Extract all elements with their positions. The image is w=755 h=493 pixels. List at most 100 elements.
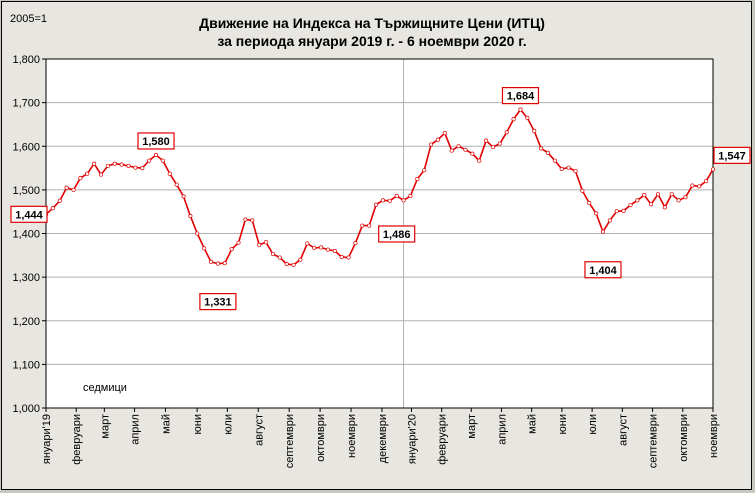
month-label: ноември [708, 414, 720, 458]
data-point [422, 168, 427, 173]
data-point [270, 251, 275, 257]
data-point [257, 242, 262, 247]
data-point [298, 257, 303, 262]
month-label: май [527, 414, 539, 434]
data-point [704, 179, 709, 184]
data-point [518, 107, 523, 112]
callout-label: 1,486 [383, 229, 411, 241]
data-point [600, 229, 606, 234]
month-label: ноември [346, 414, 358, 458]
data-point [504, 130, 509, 135]
data-point [525, 115, 530, 120]
base-label: 2005=1 [10, 13, 47, 25]
data-point [215, 261, 220, 266]
data-point [339, 255, 344, 260]
data-point [697, 184, 702, 189]
month-label: февруари [71, 414, 83, 465]
chart-title: Движение на Индекса на Тържищните Цени (… [199, 15, 545, 31]
chart-subtitle: за периода януари 2019 г. - 6 ноември 20… [217, 33, 526, 49]
data-point [676, 198, 681, 203]
data-point [497, 141, 502, 146]
data-point [449, 148, 454, 153]
data-point [105, 163, 110, 168]
callout-label: 1,331 [204, 297, 232, 309]
callout-box [501, 87, 540, 105]
month-label: август [617, 414, 629, 446]
data-point [126, 163, 131, 168]
data-point [263, 240, 269, 245]
data-point [98, 172, 104, 177]
data-point [463, 147, 468, 152]
data-point [621, 208, 626, 213]
data-point [408, 193, 413, 199]
callout-label: 1,684 [507, 91, 535, 103]
data-point [374, 202, 379, 207]
callout-box [199, 293, 237, 311]
callout-box [713, 146, 751, 164]
data-point [50, 206, 55, 211]
y-tick-label: 1,800 [12, 54, 40, 66]
data-point [614, 209, 619, 214]
data-point [92, 161, 97, 166]
data-point [429, 142, 434, 147]
month-label: септември [648, 414, 660, 468]
data-point [360, 223, 365, 228]
data-point [415, 176, 420, 182]
data-point [367, 223, 372, 228]
month-label: март [466, 414, 478, 439]
data-point [649, 202, 654, 207]
data-point [401, 198, 406, 203]
data-point [229, 247, 234, 252]
data-point [456, 144, 461, 149]
month-label: октомври [315, 414, 327, 462]
data-point [188, 214, 193, 219]
month-label: юли [587, 414, 599, 435]
data-point [539, 146, 544, 151]
data-point [655, 192, 661, 197]
data-point [160, 158, 165, 163]
plot-border [45, 58, 714, 409]
data-point [594, 211, 599, 216]
y-tick-label: 1,700 [12, 98, 40, 110]
data-point [387, 198, 392, 203]
data-point [319, 245, 324, 250]
data-point [662, 205, 667, 210]
month-label: февруари [437, 414, 449, 465]
data-point [277, 255, 282, 260]
data-point [635, 198, 640, 203]
plot-area: 1,000 1,100 1,200 1,300 1,400 1,500 1,600 1,700… [10, 54, 751, 468]
data-point [690, 183, 695, 188]
data-point [532, 128, 537, 134]
data-point [236, 240, 241, 245]
data-point [291, 262, 296, 267]
data-point [147, 158, 152, 163]
data-point [710, 167, 716, 172]
y-tick-label: 1,100 [12, 359, 40, 371]
data-point [607, 218, 612, 223]
data-point [642, 193, 647, 198]
data-point [71, 187, 76, 192]
data-point [353, 241, 358, 246]
callout-label: 1,444 [15, 209, 43, 221]
y-tick-label: 1,600 [12, 141, 40, 153]
data-point [167, 171, 172, 176]
data-point [195, 231, 200, 236]
month-label: май [160, 414, 172, 434]
month-label: март [99, 414, 111, 439]
data-point [202, 246, 207, 251]
callout-label: 1,547 [718, 150, 746, 162]
y-tick-label: 1,400 [12, 229, 40, 241]
data-point [57, 198, 62, 203]
month-label: април [496, 414, 508, 445]
data-point [394, 193, 399, 199]
data-point [222, 261, 227, 266]
callout-label: 1,580 [142, 136, 170, 148]
data-point [208, 259, 214, 264]
data-point [573, 169, 578, 174]
month-label: юни [557, 414, 569, 434]
data-point [484, 138, 489, 143]
y-tick-label: 1,300 [12, 272, 40, 284]
month-label: януари'20 [406, 414, 418, 464]
